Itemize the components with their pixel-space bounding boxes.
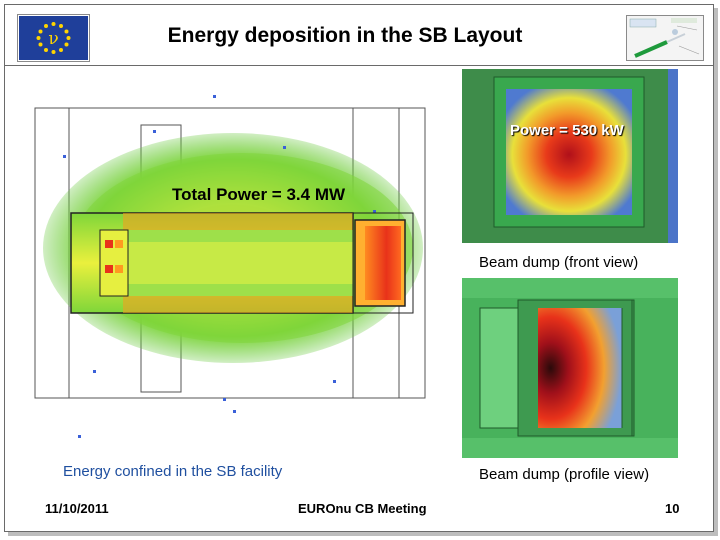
site-map-thumbnail-icon bbox=[626, 15, 704, 61]
eu-flag-logo-icon: ν bbox=[17, 14, 90, 62]
svg-text:ν: ν bbox=[48, 29, 58, 49]
page-title: Energy deposition in the SB Layout bbox=[167, 24, 523, 47]
slide: ν Energy deposition in the SB Layout bbox=[4, 4, 714, 532]
footer-meeting: EUROnu CB Meeting bbox=[298, 501, 427, 516]
profile-view-caption: Beam dump (profile view) bbox=[479, 466, 650, 483]
slide-header: ν Energy deposition in the SB Layout bbox=[5, 5, 713, 66]
main-figure-caption: Energy confined in the SB facility bbox=[63, 463, 283, 480]
front-power-label: Power = 530 kW bbox=[510, 122, 624, 139]
front-view-caption: Beam dump (front view) bbox=[479, 254, 639, 271]
beam-dump-profile-view-image bbox=[462, 278, 678, 458]
footer-page-number: 10 bbox=[665, 501, 680, 516]
energy-deposition-plot bbox=[33, 70, 443, 450]
beam-dump-front-view-image bbox=[462, 69, 678, 243]
footer-date: 11/10/2011 bbox=[45, 501, 109, 516]
total-power-label: Total Power = 3.4 MW bbox=[172, 185, 346, 204]
